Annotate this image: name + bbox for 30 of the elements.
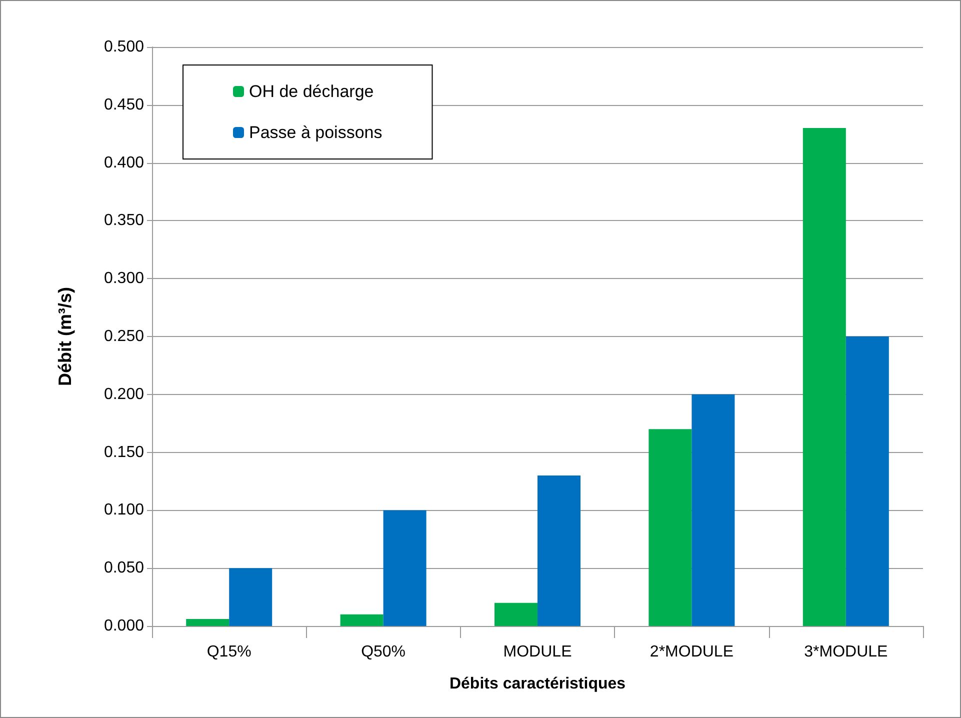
y-tick-label: 0.150 <box>104 444 144 461</box>
y-tick-label: 0.250 <box>104 328 144 345</box>
y-tick-label: 0.350 <box>104 212 144 230</box>
bar <box>692 394 735 626</box>
bar <box>340 614 384 626</box>
bar <box>229 568 272 626</box>
x-axis-title: Débits caractéristiques <box>449 676 626 692</box>
x-tick-label: 3*MODULE <box>804 644 888 660</box>
y-tick-label: 0.200 <box>104 386 144 403</box>
y-tick-label: 0.050 <box>104 560 144 577</box>
bar <box>494 602 538 626</box>
y-axis-title: Débit (m³/s) <box>55 286 75 386</box>
x-tick-label: Q50% <box>361 644 406 660</box>
y-tick-label: 0.400 <box>104 154 144 172</box>
bar <box>846 336 889 626</box>
y-tick-label: 0.000 <box>104 618 144 634</box>
x-tick-label: Q15% <box>206 644 252 660</box>
legend-label: Passe à poissons <box>249 123 382 142</box>
bar <box>186 619 230 626</box>
x-tick-label: MODULE <box>503 644 572 660</box>
y-tick-label: 0.100 <box>104 502 144 519</box>
bar <box>538 475 580 626</box>
bar <box>383 510 426 626</box>
bar <box>648 429 692 626</box>
y-tick-label: 0.450 <box>104 96 144 114</box>
bar <box>802 128 846 626</box>
y-tick-label: 0.300 <box>104 270 144 288</box>
y-tick-label: 0.500 <box>104 38 144 56</box>
x-tick-label: 2*MODULE <box>650 644 734 660</box>
legend-label: OH de décharge <box>249 82 374 101</box>
